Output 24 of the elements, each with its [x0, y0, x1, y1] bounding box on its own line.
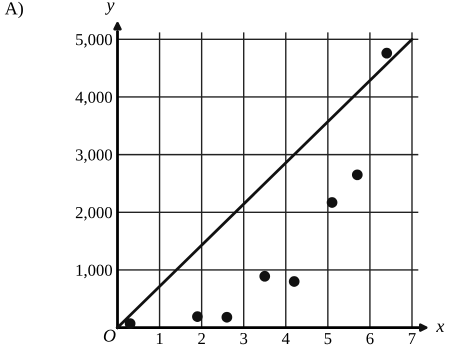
y-tick-label: 1,000	[76, 264, 112, 278]
point	[352, 169, 363, 180]
y-tick-label: 3,000	[76, 149, 112, 163]
x-tick-label: 6	[366, 332, 374, 344]
point	[326, 197, 338, 208]
y-tick-label: 4,000	[75, 92, 112, 106]
x-tick-label: 5	[324, 333, 332, 344]
point	[192, 311, 203, 322]
x-tick-label: 3	[240, 332, 248, 344]
point	[381, 48, 392, 59]
x-tick-label: 1	[156, 333, 163, 344]
point	[259, 270, 270, 282]
x-axis-title: x	[436, 324, 444, 332]
point	[288, 276, 300, 287]
point	[124, 318, 136, 329]
x-tick-label: 4	[282, 333, 290, 344]
y-tick-label: 5,000	[76, 34, 112, 48]
text: A)	[4, 2, 23, 18]
x-tick-label: 2	[198, 332, 205, 344]
point	[222, 312, 232, 323]
y-axis-title: y	[104, 2, 114, 15]
text: O	[104, 330, 116, 342]
x-tick-label: 7	[408, 333, 416, 344]
y-tick-label: 2,000	[76, 206, 112, 221]
